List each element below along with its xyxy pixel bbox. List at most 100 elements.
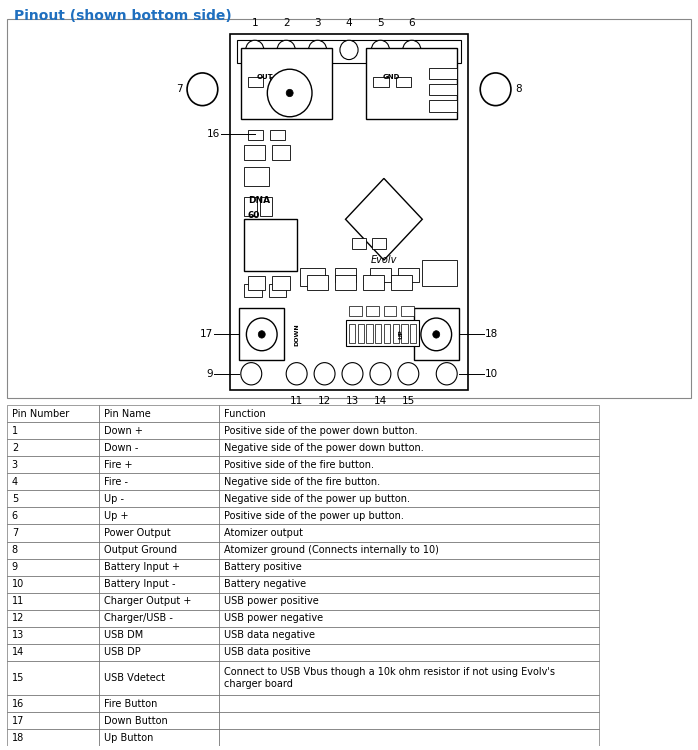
- Bar: [373, 77, 389, 87]
- Bar: [7, 524, 99, 542]
- Text: Battery Input +: Battery Input +: [104, 562, 180, 572]
- Text: DOWN: DOWN: [294, 323, 299, 346]
- Text: 8: 8: [515, 84, 521, 94]
- Circle shape: [267, 69, 312, 117]
- Text: 2: 2: [283, 18, 290, 28]
- Text: 12: 12: [318, 396, 331, 406]
- Text: Positive side of the power up button.: Positive side of the power up button.: [224, 511, 403, 521]
- Circle shape: [286, 363, 307, 385]
- Bar: [272, 145, 290, 160]
- Text: 5: 5: [12, 494, 18, 504]
- Text: 8: 8: [12, 545, 18, 555]
- Text: 3: 3: [314, 18, 321, 28]
- Text: 3: 3: [12, 460, 18, 470]
- Bar: [99, 576, 219, 592]
- Bar: [99, 405, 219, 422]
- Text: 9: 9: [207, 369, 213, 379]
- Circle shape: [436, 363, 457, 385]
- Bar: [363, 275, 384, 290]
- Bar: [219, 610, 599, 627]
- Bar: [237, 40, 461, 63]
- Bar: [7, 508, 99, 524]
- Circle shape: [340, 40, 358, 59]
- Bar: [239, 308, 284, 361]
- Text: Pinout (shown bottom side): Pinout (shown bottom side): [14, 9, 232, 23]
- Text: Negative side of the fire button.: Negative side of the fire button.: [224, 477, 380, 487]
- Bar: [7, 542, 99, 559]
- Bar: [244, 219, 297, 272]
- Text: 10: 10: [485, 369, 498, 379]
- Text: Power Output: Power Output: [104, 528, 171, 538]
- Bar: [265, 234, 279, 245]
- Bar: [7, 627, 99, 644]
- Text: 12: 12: [12, 614, 24, 623]
- Circle shape: [187, 73, 218, 106]
- Text: Down +: Down +: [104, 425, 143, 436]
- Bar: [346, 320, 419, 346]
- Bar: [99, 559, 219, 576]
- Bar: [219, 592, 599, 610]
- Bar: [429, 100, 457, 112]
- Circle shape: [241, 363, 262, 385]
- Text: 4: 4: [12, 477, 18, 487]
- Text: Up Button: Up Button: [104, 733, 154, 742]
- Circle shape: [398, 363, 419, 385]
- Bar: [7, 559, 99, 576]
- Bar: [7, 661, 99, 695]
- Bar: [99, 610, 219, 627]
- Text: Atomizer output: Atomizer output: [224, 528, 303, 538]
- Bar: [99, 422, 219, 439]
- Text: 18: 18: [485, 329, 498, 340]
- Bar: [396, 77, 411, 87]
- Circle shape: [246, 318, 277, 351]
- Text: 1: 1: [251, 18, 258, 28]
- Text: Positive side of the fire button.: Positive side of the fire button.: [224, 460, 374, 470]
- Bar: [99, 627, 219, 644]
- Bar: [7, 422, 99, 439]
- Text: Down Button: Down Button: [104, 716, 168, 726]
- Text: Fire -: Fire -: [104, 477, 128, 487]
- Bar: [335, 275, 356, 290]
- Text: USB power positive: USB power positive: [224, 596, 318, 606]
- Bar: [99, 508, 219, 524]
- Bar: [7, 440, 99, 456]
- Bar: [429, 68, 457, 79]
- Bar: [219, 456, 599, 473]
- Bar: [244, 145, 265, 160]
- Text: 16: 16: [12, 698, 24, 709]
- Text: Negative side of the power down button.: Negative side of the power down button.: [224, 442, 424, 453]
- Bar: [99, 490, 219, 508]
- Bar: [384, 324, 390, 343]
- Text: Battery negative: Battery negative: [224, 579, 306, 590]
- Text: UP: UP: [399, 329, 404, 339]
- Bar: [376, 324, 381, 343]
- Text: Fire +: Fire +: [104, 460, 133, 470]
- Text: GND: GND: [383, 74, 400, 80]
- Bar: [384, 306, 396, 316]
- Circle shape: [246, 40, 264, 59]
- Text: 18: 18: [12, 733, 24, 742]
- Text: Battery positive: Battery positive: [224, 562, 302, 572]
- Text: 6: 6: [12, 511, 18, 521]
- Text: 13: 13: [346, 396, 359, 406]
- Bar: [422, 260, 457, 286]
- Bar: [230, 34, 468, 390]
- Text: Fire Button: Fire Button: [104, 698, 158, 709]
- Text: Output Ground: Output Ground: [104, 545, 177, 555]
- Circle shape: [370, 363, 391, 385]
- Bar: [248, 130, 263, 140]
- Bar: [219, 405, 599, 422]
- Bar: [300, 268, 325, 286]
- Text: 7: 7: [177, 84, 183, 94]
- Text: Down -: Down -: [104, 442, 138, 453]
- Text: USB DP: USB DP: [104, 647, 141, 658]
- Bar: [7, 490, 99, 508]
- Text: 1: 1: [12, 425, 18, 436]
- Text: 6: 6: [408, 18, 415, 28]
- Bar: [219, 490, 599, 508]
- Bar: [99, 592, 219, 610]
- Text: Up -: Up -: [104, 494, 124, 504]
- Text: 17: 17: [200, 329, 213, 340]
- Bar: [99, 712, 219, 729]
- Bar: [219, 422, 599, 439]
